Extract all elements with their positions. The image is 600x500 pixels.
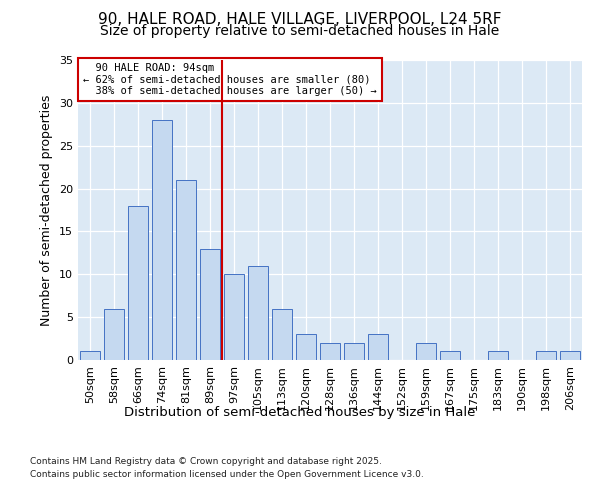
Bar xyxy=(560,352,580,360)
Bar xyxy=(176,180,196,360)
Bar xyxy=(272,308,292,360)
Bar xyxy=(104,308,124,360)
Bar xyxy=(440,352,460,360)
Bar xyxy=(368,334,388,360)
Text: Size of property relative to semi-detached houses in Hale: Size of property relative to semi-detach… xyxy=(100,24,500,38)
Bar xyxy=(248,266,268,360)
Bar xyxy=(488,352,508,360)
Bar xyxy=(296,334,316,360)
Bar xyxy=(200,248,220,360)
Text: Distribution of semi-detached houses by size in Hale: Distribution of semi-detached houses by … xyxy=(124,406,476,419)
Bar xyxy=(536,352,556,360)
Bar xyxy=(224,274,244,360)
Text: 90 HALE ROAD: 94sqm
← 62% of semi-detached houses are smaller (80)
  38% of semi: 90 HALE ROAD: 94sqm ← 62% of semi-detach… xyxy=(83,63,377,96)
Text: Contains HM Land Registry data © Crown copyright and database right 2025.: Contains HM Land Registry data © Crown c… xyxy=(30,458,382,466)
Bar xyxy=(152,120,172,360)
Bar xyxy=(128,206,148,360)
Text: Contains public sector information licensed under the Open Government Licence v3: Contains public sector information licen… xyxy=(30,470,424,479)
Bar xyxy=(344,343,364,360)
Bar xyxy=(320,343,340,360)
Text: 90, HALE ROAD, HALE VILLAGE, LIVERPOOL, L24 5RF: 90, HALE ROAD, HALE VILLAGE, LIVERPOOL, … xyxy=(98,12,502,28)
Bar xyxy=(80,352,100,360)
Y-axis label: Number of semi-detached properties: Number of semi-detached properties xyxy=(40,94,53,326)
Bar xyxy=(416,343,436,360)
